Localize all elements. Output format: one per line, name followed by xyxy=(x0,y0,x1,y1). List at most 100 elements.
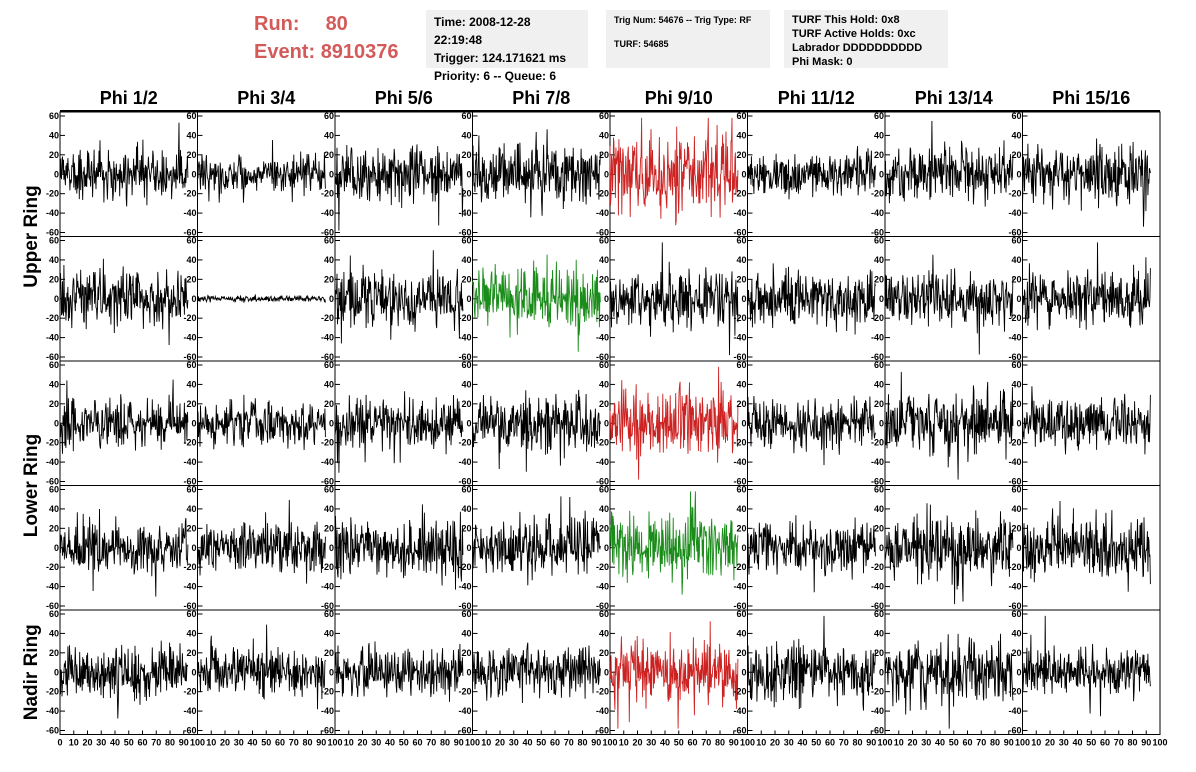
x-tick-label: 60 xyxy=(825,738,835,748)
y-tick-label: 0 xyxy=(191,543,196,553)
y-tick-label: 0 xyxy=(741,294,746,304)
y-tick-label: -40 xyxy=(733,582,746,592)
x-tick-label: 30 xyxy=(509,738,519,748)
y-tick-label: 40 xyxy=(461,255,471,265)
y-tick-label: -60 xyxy=(1008,726,1021,736)
x-tick-label: 10 xyxy=(69,738,79,748)
y-tick-label: 20 xyxy=(324,399,334,409)
y-tick-label: 0 xyxy=(466,169,471,179)
x-tick-label: 30 xyxy=(646,738,656,748)
x-tick-label: 70 xyxy=(151,738,161,748)
y-tick-label: 40 xyxy=(461,130,471,140)
x-tick-label: 70 xyxy=(976,738,986,748)
y-tick-label: 20 xyxy=(49,274,59,284)
y-tick-label: 60 xyxy=(186,360,196,370)
y-tick-label: -60 xyxy=(1008,352,1021,362)
y-tick-label: -20 xyxy=(596,313,609,323)
x-tick-label: 30 xyxy=(784,738,794,748)
y-tick-label: -20 xyxy=(458,687,471,697)
y-tick-label: 20 xyxy=(736,150,746,160)
y-tick-label: 0 xyxy=(1016,169,1021,179)
x-tick-label: 70 xyxy=(289,738,299,748)
y-tick-label: -60 xyxy=(1008,477,1021,487)
y-tick-label: 40 xyxy=(324,504,334,514)
y-tick-label: -60 xyxy=(46,228,59,238)
run-row: Run: 80 xyxy=(254,10,399,38)
y-tick-label: -60 xyxy=(458,477,471,487)
y-tick-label: 60 xyxy=(599,485,609,495)
trigger-info-box: Trig Num: 54676 -- Trig Type: RF TURF: 5… xyxy=(606,10,770,68)
x-tick-label: 70 xyxy=(426,738,436,748)
x-tick-label: 90 xyxy=(729,738,739,748)
column-header: Phi 3/4 xyxy=(237,88,295,108)
x-tick-label: 90 xyxy=(454,738,464,748)
y-tick-label: 40 xyxy=(599,130,609,140)
x-tick-label: 90 xyxy=(866,738,876,748)
x-tick-label: 40 xyxy=(935,738,945,748)
x-tick-label: 10 xyxy=(206,738,216,748)
y-tick-label: 60 xyxy=(874,111,884,121)
x-tick-label: 60 xyxy=(137,738,147,748)
x-tick-label: 20 xyxy=(357,738,367,748)
y-tick-label: 60 xyxy=(599,609,609,619)
y-tick-label: 60 xyxy=(874,360,884,370)
y-tick-label: -20 xyxy=(458,189,471,199)
y-tick-label: -20 xyxy=(183,313,196,323)
x-tick-label: 20 xyxy=(220,738,230,748)
y-tick-label: -40 xyxy=(321,333,334,343)
waveform-trace xyxy=(197,499,326,584)
y-tick-label: -20 xyxy=(321,438,334,448)
y-tick-label: -20 xyxy=(733,687,746,697)
y-tick-label: -60 xyxy=(458,726,471,736)
y-tick-label: -20 xyxy=(183,562,196,572)
y-tick-label: 20 xyxy=(186,150,196,160)
waveform-trace xyxy=(747,395,876,466)
y-tick-label: -60 xyxy=(596,228,609,238)
x-tick-label: 100 xyxy=(602,738,617,748)
y-tick-label: -20 xyxy=(321,562,334,572)
y-tick-label: 20 xyxy=(599,150,609,160)
waveform-trace xyxy=(609,366,739,480)
y-tick-label: -20 xyxy=(1008,687,1021,697)
y-tick-label: 40 xyxy=(1011,504,1021,514)
y-tick-label: 20 xyxy=(874,399,884,409)
y-tick-label: -60 xyxy=(871,726,884,736)
x-tick-label: 40 xyxy=(660,738,670,748)
waveform-trace xyxy=(334,391,464,473)
y-tick-label: 0 xyxy=(741,418,746,428)
y-tick-label: 0 xyxy=(879,169,884,179)
y-tick-label: -20 xyxy=(1008,313,1021,323)
x-tick-label: 50 xyxy=(811,738,821,748)
x-tick-label: 100 xyxy=(465,738,480,748)
y-tick-label: -40 xyxy=(596,582,609,592)
y-tick-label: 60 xyxy=(186,609,196,619)
y-tick-label: -40 xyxy=(1008,333,1021,343)
x-tick-label: 40 xyxy=(1072,738,1082,748)
x-tick-label: 30 xyxy=(1059,738,1069,748)
y-tick-label: -40 xyxy=(458,582,471,592)
ring-label: Lower Ring xyxy=(21,434,42,537)
y-tick-label: 20 xyxy=(461,274,471,284)
x-tick-label: 20 xyxy=(770,738,780,748)
event-row: Event: 8910376 xyxy=(254,38,399,66)
y-tick-label: 0 xyxy=(329,169,334,179)
y-tick-label: 40 xyxy=(49,379,59,389)
x-tick-label: 10 xyxy=(481,738,491,748)
y-tick-label: -40 xyxy=(183,582,196,592)
y-tick-label: -60 xyxy=(321,228,334,238)
y-tick-label: -60 xyxy=(733,477,746,487)
waveform-trace xyxy=(59,122,189,207)
y-tick-label: 0 xyxy=(329,294,334,304)
x-tick-label: 60 xyxy=(962,738,972,748)
y-tick-label: 0 xyxy=(604,667,609,677)
x-tick-label: 90 xyxy=(179,738,189,748)
y-tick-label: 0 xyxy=(1016,294,1021,304)
x-tick-label: 80 xyxy=(577,738,587,748)
y-tick-label: 0 xyxy=(1016,667,1021,677)
y-tick-label: 20 xyxy=(186,648,196,658)
waveform-trace xyxy=(59,258,189,346)
waveform-trace xyxy=(197,394,326,451)
waveform-trace xyxy=(609,117,739,226)
y-tick-label: 40 xyxy=(1011,130,1021,140)
